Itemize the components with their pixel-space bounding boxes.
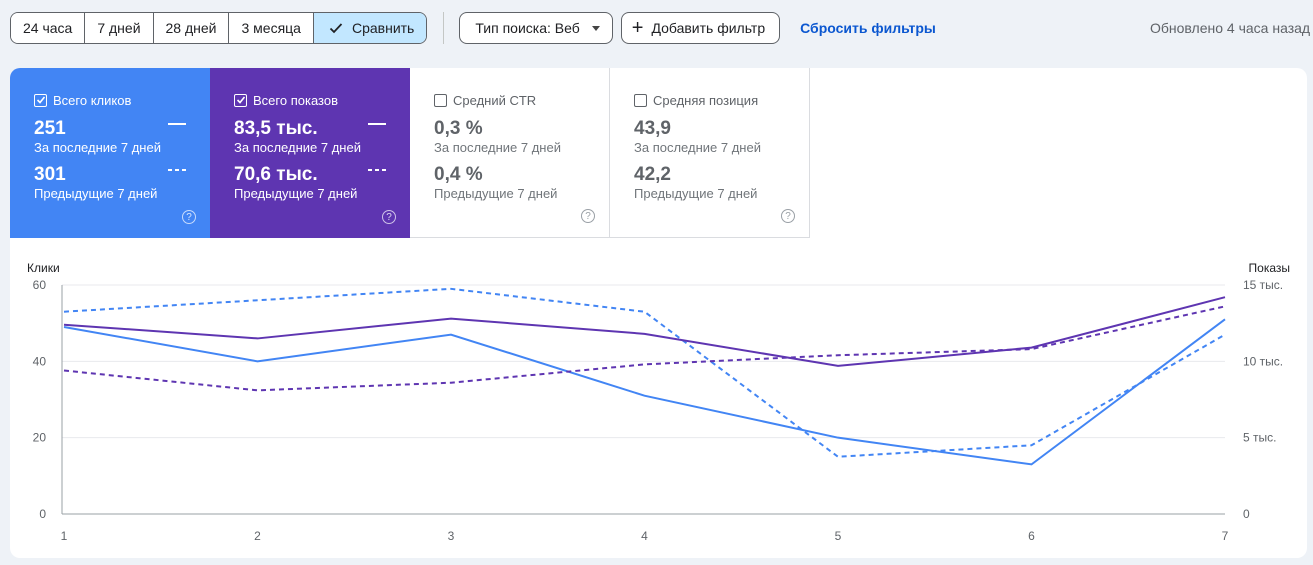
metric-card-position[interactable]: Средняя позиция 43,9 За последние 7 дней… — [610, 68, 810, 238]
metric-current-caption: За последние 7 дней — [34, 140, 161, 155]
metric-card-impressions[interactable]: Всего показов 83,5 тыс. За последние 7 д… — [210, 68, 410, 238]
add-filter-button[interactable]: + Добавить фильтр — [620, 12, 781, 44]
y-right-tick-label: 5 тыс. — [1243, 431, 1276, 445]
metric-label: Всего кликов — [53, 92, 132, 108]
range-28d-button[interactable]: 28 дней — [153, 13, 230, 43]
caret-down-icon — [591, 25, 600, 31]
checkbox-checked-icon[interactable] — [234, 93, 247, 107]
y-right-axis-label: Показы — [1249, 261, 1290, 275]
metric-previous-caption: Предыдущие 7 дней — [34, 186, 158, 201]
help-icon[interactable]: ? — [382, 210, 396, 224]
metric-previous-caption: Предыдущие 7 дней — [234, 186, 358, 201]
checkbox-unchecked-icon[interactable] — [434, 93, 447, 107]
series-line-1 — [63, 287, 1226, 458]
line-chart: Клики Показы 0 0 20 5 тыс. 40 10 тыс. 60 15 тыс… — [27, 261, 1290, 543]
dashed-line-legend-icon — [368, 169, 386, 171]
help-icon[interactable]: ? — [581, 209, 595, 223]
series-line-0 — [63, 318, 1226, 466]
series-line-3 — [63, 305, 1226, 392]
y-right-tick-label: 10 тыс. — [1243, 354, 1283, 368]
plus-icon: + — [631, 17, 644, 39]
metric-previous-value: 42,2 — [634, 164, 671, 185]
chart-series — [63, 287, 1226, 466]
compare-button[interactable]: Сравнить — [313, 13, 427, 43]
solid-line-legend-icon — [168, 123, 186, 125]
checkbox-checked-icon[interactable] — [34, 93, 47, 107]
check-icon — [329, 23, 343, 34]
x-tick-label: 6 — [1028, 529, 1035, 543]
solid-line-legend-icon — [368, 123, 386, 125]
performance-chart: Клики Показы 0 0 20 5 тыс. 40 10 тыс. 60 15 тыс… — [10, 258, 1307, 558]
metric-label: Всего показов — [253, 92, 338, 108]
metric-previous-caption: Предыдущие 7 дней — [434, 186, 558, 201]
metric-card-clicks[interactable]: Всего кликов 251 За последние 7 дней 301… — [10, 68, 210, 238]
series-line-2 — [63, 296, 1226, 367]
help-icon[interactable]: ? — [781, 209, 795, 223]
x-tick-label: 7 — [1222, 529, 1229, 543]
y-left-tick-label: 20 — [33, 431, 47, 445]
add-filter-label: Добавить фильтр — [651, 20, 766, 36]
x-tick-label: 4 — [641, 529, 648, 543]
toolbar: 24 часа 7 дней 28 дней 3 месяца Сравнить… — [10, 12, 936, 44]
checkbox-unchecked-icon[interactable] — [634, 93, 647, 107]
range-3m-button[interactable]: 3 месяца — [229, 13, 314, 43]
search-type-label: Тип поиска: Веб — [475, 20, 580, 36]
last-updated-text: Обновлено 4 часа назад — [1150, 20, 1311, 36]
reset-filters-link[interactable]: Сбросить фильтры — [800, 20, 936, 36]
metric-label: Средний CTR — [453, 92, 537, 108]
x-tick-label: 2 — [254, 529, 261, 543]
metric-previous-value: 70,6 тыс. — [234, 164, 318, 185]
y-left-tick-label: 60 — [33, 278, 47, 292]
y-right-tick-label: 15 тыс. — [1243, 278, 1283, 292]
metric-current-caption: За последние 7 дней — [634, 140, 761, 155]
compare-label: Сравнить — [351, 20, 415, 36]
range-7d-button[interactable]: 7 дней — [85, 13, 154, 43]
metric-cards: Всего кликов 251 За последние 7 дней 301… — [10, 68, 810, 238]
chart-grid — [61, 284, 1225, 515]
metric-card-ctr[interactable]: Средний CTR 0,3 % За последние 7 дней 0,… — [410, 68, 610, 238]
help-icon[interactable]: ? — [182, 210, 196, 224]
metric-label: Средняя позиция — [653, 92, 759, 108]
date-range-selector: 24 часа 7 дней 28 дней 3 месяца Сравнить — [10, 12, 428, 44]
metric-previous-value: 301 — [34, 164, 66, 185]
x-tick-label: 1 — [61, 529, 68, 543]
metric-current-value: 43,9 — [634, 118, 671, 139]
y-left-tick-label: 40 — [33, 354, 47, 368]
metric-current-caption: За последние 7 дней — [434, 140, 561, 155]
chart-ticks: 0 0 20 5 тыс. 40 10 тыс. 60 15 тыс. 1 2 3 4 5 6 7 — [33, 278, 1284, 543]
metric-current-value: 83,5 тыс. — [234, 118, 318, 139]
metric-current-value: 251 — [34, 118, 66, 139]
metric-current-value: 0,3 % — [434, 118, 483, 139]
toolbar-divider — [443, 12, 445, 44]
metric-previous-value: 0,4 % — [434, 164, 483, 185]
metric-current-caption: За последние 7 дней — [234, 140, 361, 155]
search-type-dropdown[interactable]: Тип поиска: Веб — [459, 12, 613, 44]
x-tick-label: 5 — [835, 529, 842, 543]
y-left-axis-label: Клики — [27, 261, 60, 275]
performance-panel: Всего кликов 251 За последние 7 дней 301… — [10, 68, 1307, 558]
y-left-tick-label: 0 — [39, 507, 46, 521]
range-24h-button[interactable]: 24 часа — [11, 13, 86, 43]
dashed-line-legend-icon — [168, 169, 186, 171]
y-right-tick-label: 0 — [1243, 507, 1250, 521]
metric-previous-caption: Предыдущие 7 дней — [634, 186, 758, 201]
x-tick-label: 3 — [448, 529, 455, 543]
